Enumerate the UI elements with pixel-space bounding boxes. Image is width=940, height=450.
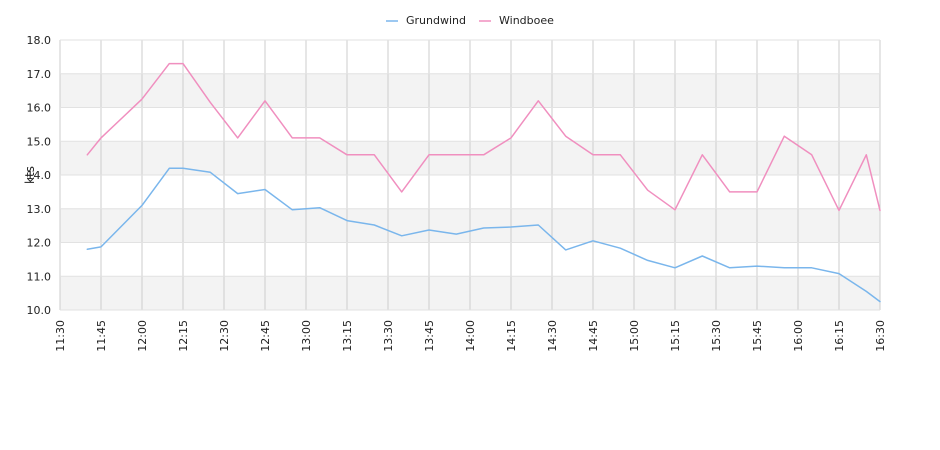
y-tick-label: 16.0 bbox=[27, 102, 52, 115]
x-tick-label: 14:30 bbox=[546, 320, 559, 352]
x-tick-label: 11:45 bbox=[95, 320, 108, 352]
legend-item-windboee[interactable]: Windboee bbox=[479, 14, 554, 27]
x-tick-label: 12:15 bbox=[177, 320, 190, 352]
y-tick-label: 11.0 bbox=[27, 270, 52, 283]
x-tick-label: 16:30 bbox=[874, 320, 887, 352]
x-tick-label: 14:15 bbox=[505, 320, 518, 352]
y-tick-label: 14.0 bbox=[27, 169, 52, 182]
legend[interactable]: Grundwind Windboee bbox=[386, 14, 554, 27]
x-tick-label: 11:30 bbox=[54, 320, 67, 352]
x-axis-tick-labels: 11:30 11:45 12:00 12:15 12:30 12:45 13:00 13:15… bbox=[54, 320, 887, 352]
x-tick-label: 15:15 bbox=[669, 320, 682, 352]
x-tick-label: 16:00 bbox=[792, 320, 805, 352]
x-tick-label: 13:45 bbox=[423, 320, 436, 352]
y-tick-label: 18.0 bbox=[27, 34, 52, 47]
y-tick-label: 12.0 bbox=[27, 237, 52, 250]
x-tick-label: 13:00 bbox=[300, 320, 313, 352]
series-line-grundwind bbox=[86, 167, 881, 303]
y-tick-label: 15.0 bbox=[27, 135, 52, 148]
horizontal-gridlines bbox=[60, 39, 880, 311]
x-tick-label: 15:30 bbox=[710, 320, 723, 352]
x-tick-label: 12:00 bbox=[136, 320, 149, 352]
x-tick-label: 13:15 bbox=[341, 320, 354, 352]
x-tick-label: 15:00 bbox=[628, 320, 641, 352]
series-layer bbox=[86, 62, 881, 303]
legend-item-grundwind[interactable]: Grundwind bbox=[386, 14, 466, 27]
x-tick-label: 14:45 bbox=[587, 320, 600, 352]
x-tick-label: 14:00 bbox=[464, 320, 477, 352]
y-axis-tick-labels: 10.0 11.0 12.0 13.0 14.0 15.0 16.0 17.0 18.0 bbox=[27, 34, 52, 317]
y-axis-title: kts bbox=[23, 166, 37, 184]
legend-label: Grundwind bbox=[406, 14, 466, 27]
legend-label: Windboee bbox=[499, 14, 554, 27]
y-tick-label: 17.0 bbox=[27, 68, 52, 81]
series-line-windboee bbox=[86, 62, 881, 212]
x-tick-label: 12:30 bbox=[218, 320, 231, 352]
x-tick-label: 13:30 bbox=[382, 320, 395, 352]
x-tick-label: 16:15 bbox=[833, 320, 846, 352]
y-tick-label: 13.0 bbox=[27, 203, 52, 216]
x-tick-label: 12:45 bbox=[259, 320, 272, 352]
y-tick-label: 10.0 bbox=[27, 304, 52, 317]
x-tick-label: 15:45 bbox=[751, 320, 764, 352]
